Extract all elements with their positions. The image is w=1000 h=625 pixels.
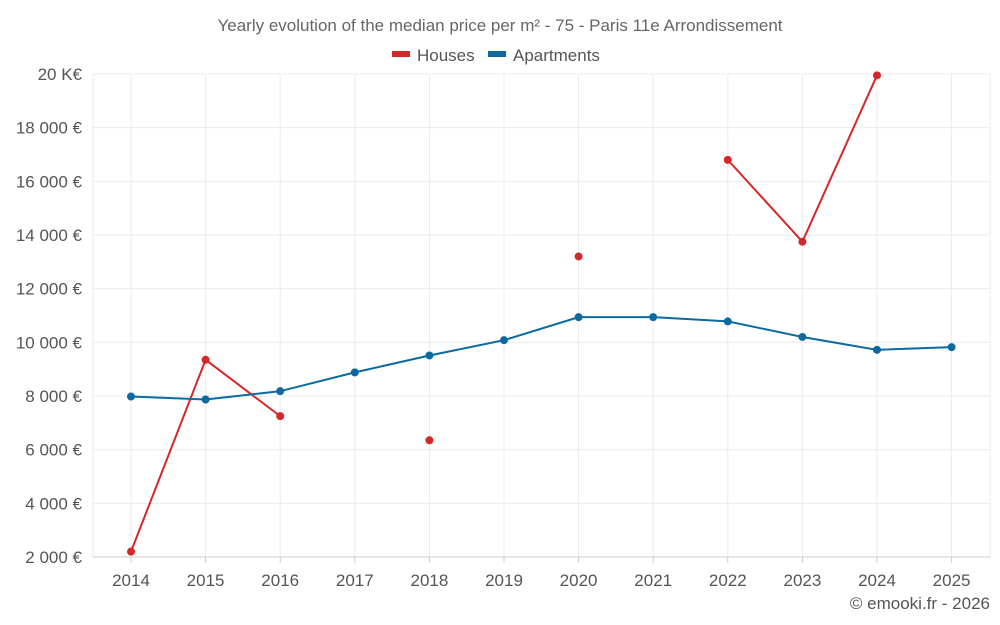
y-tick-label: 20 K€ [38,65,83,84]
series-layer [127,71,956,556]
data-point [350,368,359,377]
data-point [425,351,434,360]
grid [92,73,991,558]
legend-label: Houses [417,46,475,65]
data-point [276,387,285,396]
x-tick-label: 2023 [783,571,821,590]
data-point [276,412,285,421]
x-tick-label: 2022 [709,571,747,590]
legend-swatch [392,51,410,57]
series-houses [127,71,881,556]
data-point [723,317,732,326]
data-point [947,343,956,352]
y-tick-label: 18 000 € [16,119,83,138]
data-point [723,155,732,164]
x-tick-label: 2016 [261,571,299,590]
x-axis: 2014 2015 2016 2017 2018 2019 2020 2021 2022 2023… [93,556,990,590]
x-tick-label: 2018 [410,571,448,590]
y-tick-label: 14 000 € [16,226,83,245]
x-tick-label: 2021 [634,571,672,590]
data-point [127,392,135,401]
data-point [873,345,881,354]
x-tick-label: 2020 [560,571,598,590]
y-tick-label: 10 000 € [16,333,83,352]
y-tick-label: 4 000 € [25,494,82,513]
data-point [127,547,135,556]
y-tick-label: 16 000 € [16,172,83,191]
data-point [873,71,881,80]
data-point [201,355,210,364]
data-point [574,313,583,322]
data-point [425,436,434,445]
series-apartments [127,313,956,404]
x-tick-label: 2024 [858,571,896,590]
x-tick-label: 2015 [187,571,225,590]
data-point [574,252,583,261]
legend-label: Apartments [513,46,600,65]
credit-text: © emooki.fr - 2026 [849,594,990,613]
legend: Houses Apartments [392,46,600,65]
x-tick-label: 2014 [112,571,150,590]
data-point [201,395,210,404]
data-point [798,237,807,246]
y-tick-label: 6 000 € [25,441,82,460]
x-tick-label: 2019 [485,571,523,590]
x-tick-label: 2017 [336,571,374,590]
data-point [500,336,508,345]
legend-swatch [488,51,506,57]
y-axis: 2 000 € 4 000 € 6 000 € 8 000 € 10 000 € 12 0… [16,65,83,567]
y-tick-label: 8 000 € [25,387,82,406]
data-point [798,332,807,341]
y-tick-label: 2 000 € [25,548,82,567]
data-point [649,313,658,322]
x-tick-label: 2025 [933,571,971,590]
y-tick-label: 12 000 € [16,280,83,299]
chart-title: Yearly evolution of the median price per… [217,16,782,35]
series-line [130,316,952,401]
